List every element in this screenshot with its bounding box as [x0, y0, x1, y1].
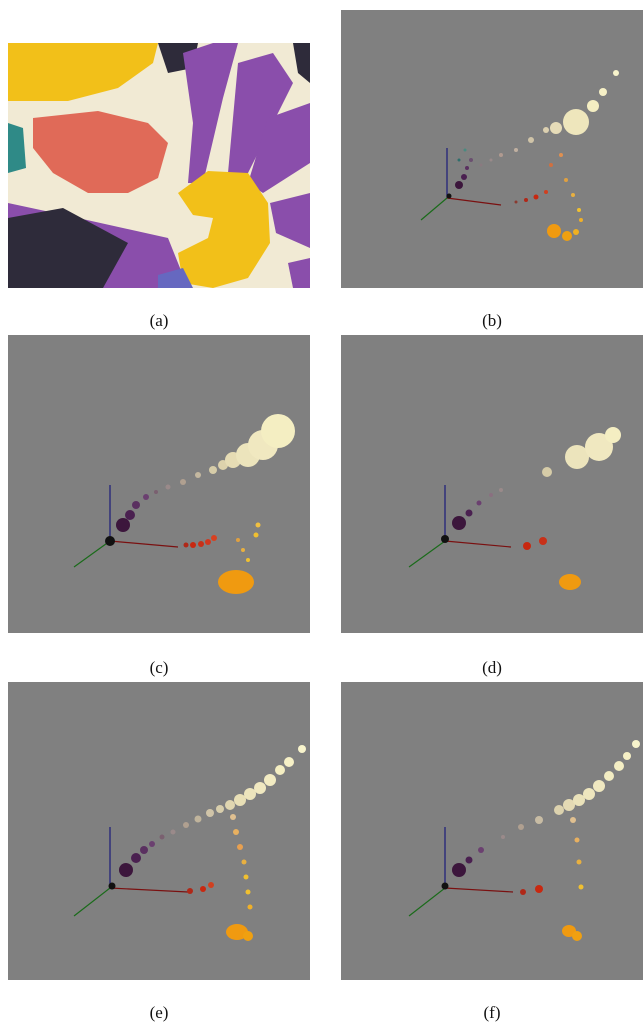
scatter-plot-f — [341, 682, 643, 980]
caption-d: (d) — [482, 658, 502, 677]
scatter-plot-c — [8, 335, 310, 633]
scatter-plot-e — [8, 682, 310, 980]
caption-c: (c) — [149, 658, 169, 677]
panel-d-plot — [341, 335, 643, 633]
panel-b-plot — [341, 10, 643, 288]
caption-a: (a) — [149, 311, 169, 330]
panel-f-plot — [341, 682, 643, 980]
scatter-plot-d — [341, 335, 643, 633]
panel-a-photo — [8, 43, 310, 288]
fabric-photo-image — [8, 43, 310, 288]
panel-e-plot — [8, 682, 310, 980]
caption-b: (b) — [482, 311, 502, 330]
panel-c-plot — [8, 335, 310, 633]
scatter-plot-b — [341, 10, 643, 288]
caption-e: (e) — [149, 1003, 169, 1022]
caption-f: (f) — [483, 1003, 501, 1022]
